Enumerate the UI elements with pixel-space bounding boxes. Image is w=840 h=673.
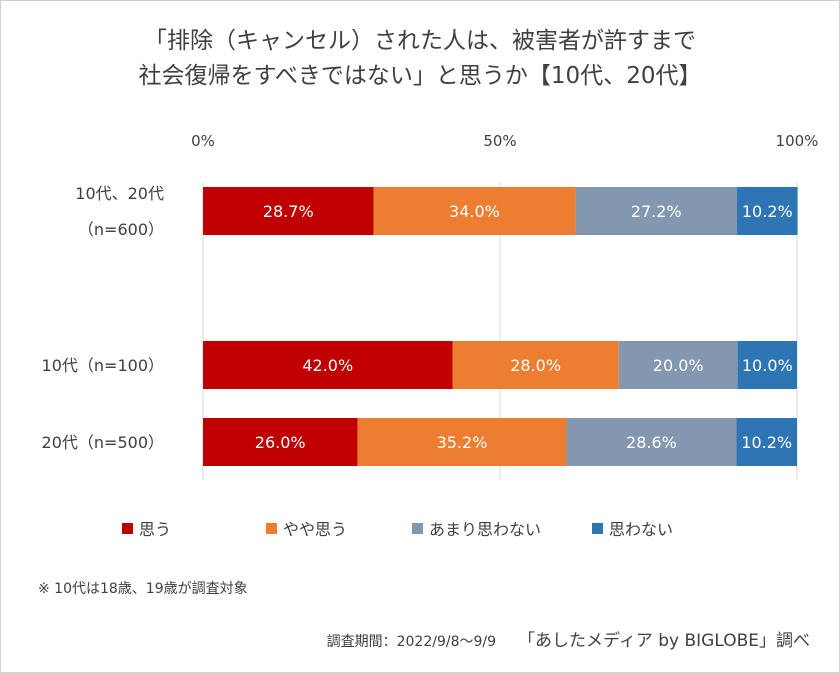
legend-item-yaya-omou: やや思う — [266, 516, 347, 540]
source-brand: 「あしたメディア by BIGLOBE」調べ — [518, 631, 810, 651]
data-label-2-0: 26.0% — [255, 433, 306, 452]
x-tick-label-1: 50% — [483, 132, 516, 150]
bar-segment-0-3 — [737, 187, 798, 235]
bar-segment-0-1 — [373, 187, 576, 235]
bar-segment-2-3 — [736, 418, 797, 466]
data-label-1-1: 28.0% — [510, 356, 561, 375]
legend-label-yaya-omou: やや思う — [283, 520, 348, 539]
bar-segment-1-2 — [618, 341, 738, 389]
legend-item-omou: 思う — [122, 516, 171, 540]
category-label-1-0: 10代（n=100） — [42, 356, 164, 375]
legend-label-omou: 思う — [139, 520, 172, 539]
x-tick-label-0: 0% — [191, 132, 215, 150]
category-label-0-0: 10代、20代 — [75, 184, 164, 203]
chart-title: 「排除（キャンセル）された人は、被害者が許すまで 社会復帰をすべきではない」と思… — [0, 24, 840, 94]
footnote: ※ 10代は18歳、19歳が調査対象 — [38, 581, 248, 597]
bar-segment-1-1 — [452, 341, 619, 389]
legend-swatch-omou — [122, 522, 133, 534]
bar-segment-2-0 — [203, 418, 358, 466]
bar-segment-0-0 — [203, 187, 374, 235]
legend-item-omowanai: 思わない — [592, 516, 673, 540]
data-label-2-1: 35.2% — [437, 433, 488, 452]
legend-swatch-yaya-omou — [266, 522, 277, 534]
chart-legend: 思う やや思う あまり思わない 思わない — [122, 516, 762, 540]
data-label-1-0: 42.0% — [302, 356, 353, 375]
x-tick-label-2: 100% — [776, 132, 819, 150]
legend-swatch-amari-omowanai — [412, 522, 423, 534]
chart-title-line-1: 「排除（キャンセル）された人は、被害者が許すまで — [144, 28, 696, 54]
legend-label-amari-omowanai: あまり思わない — [429, 520, 542, 539]
data-label-2-3: 10.2% — [741, 433, 792, 452]
category-label-2-0: 20代（n=500） — [42, 433, 164, 452]
chart-title-line-2: 社会復帰をすべきではない」と思うか【10代、20代】 — [138, 63, 702, 89]
legend-label-omowanai: 思わない — [609, 520, 674, 539]
legend-item-amari-omowanai: あまり思わない — [412, 516, 541, 540]
bar-segment-1-3 — [737, 341, 797, 389]
source-note: 調査期間：2022/9/8～9/9 「あしたメディア by BIGLOBE」調べ — [327, 626, 810, 651]
data-label-0-2: 27.2% — [631, 202, 682, 221]
data-label-1-2: 20.0% — [653, 356, 704, 375]
data-label-0-3: 10.2% — [742, 202, 793, 221]
bar-segment-1-0 — [203, 341, 453, 389]
legend-swatch-omowanai — [592, 522, 603, 534]
data-label-0-0: 28.7% — [263, 202, 314, 221]
bar-segment-2-1 — [357, 418, 567, 466]
data-label-1-3: 10.0% — [742, 356, 793, 375]
category-label-0-1: （n=600） — [78, 220, 164, 239]
data-label-0-1: 34.0% — [449, 202, 500, 221]
data-label-2-2: 28.6% — [626, 433, 677, 452]
survey-period: 調査期間：2022/9/8～9/9 — [326, 634, 497, 650]
bar-segment-0-2 — [575, 187, 738, 235]
bar-segment-2-2 — [566, 418, 737, 466]
